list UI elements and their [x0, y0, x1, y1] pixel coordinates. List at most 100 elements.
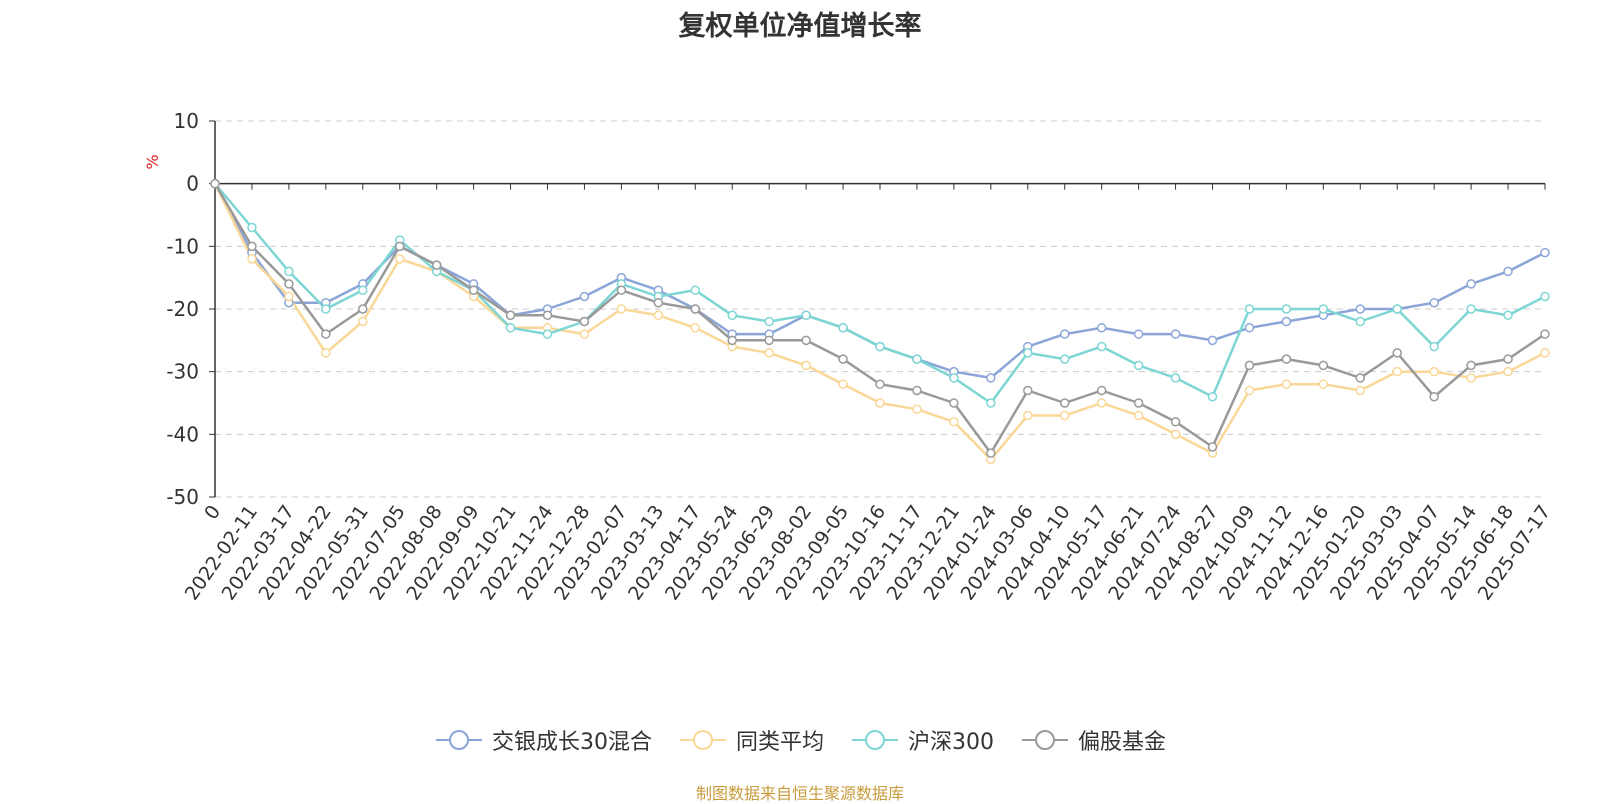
data-point-series-1	[1392, 366, 1402, 377]
data-point-series-0	[1540, 247, 1550, 258]
legend-item-0[interactable]: 交银成长30混合	[434, 724, 652, 756]
data-point-series-3	[1244, 360, 1255, 371]
data-point-series-3	[1059, 398, 1070, 408]
data-point-series-3	[1281, 354, 1292, 364]
data-point-series-2	[1244, 304, 1255, 314]
data-point-series-1	[1170, 429, 1181, 440]
data-point-series-1	[1503, 366, 1513, 377]
legend-line-circle-icon	[435, 730, 482, 750]
data-point-series-3	[247, 241, 257, 252]
data-point-series-2	[1540, 291, 1550, 302]
data-point-series-3	[616, 285, 627, 295]
data-point-series-3	[579, 316, 590, 327]
source-note: 制图数据来自恒生聚源数据库	[695, 784, 904, 803]
data-point-series-1	[875, 398, 885, 408]
data-point-series-1	[764, 348, 774, 358]
data-point-series-2	[1059, 354, 1070, 364]
data-point-series-1	[653, 310, 664, 321]
legend-item-3[interactable]: 偏股基金	[1020, 724, 1166, 756]
data-point-series-2	[986, 398, 996, 408]
chart-title: 复权单位净值增长率	[678, 11, 922, 42]
data-point-series-2	[1466, 304, 1476, 314]
data-point-series-0	[1207, 335, 1218, 346]
data-point-series-2	[690, 285, 701, 295]
data-point-series-3	[875, 379, 885, 389]
data-point-series-1	[1355, 385, 1366, 396]
data-point-series-3	[690, 304, 701, 314]
data-point-series-2	[284, 266, 294, 277]
legend-label: 交银成长30混合	[491, 730, 652, 755]
data-point-series-2	[727, 310, 737, 321]
data-point-series-3	[1466, 360, 1476, 371]
data-point-series-3	[1096, 385, 1107, 396]
data-point-series-3	[431, 260, 442, 270]
series-markers	[210, 178, 1550, 465]
y-tick-label: 10	[174, 109, 199, 133]
y-tick-label: -10	[166, 234, 199, 258]
series-lines	[213, 182, 1546, 461]
data-point-series-2	[1023, 348, 1033, 358]
data-point-series-1	[321, 348, 331, 358]
data-point-series-1	[616, 304, 627, 314]
data-point-series-1	[949, 417, 959, 427]
data-point-series-1	[1096, 398, 1107, 408]
data-point-series-3	[394, 241, 405, 252]
data-point-series-2	[358, 285, 368, 295]
line-chart: 100-10-20-30-40-50%02022-02-112022-03-17…	[143, 109, 1555, 604]
y-tick-label: -50	[166, 485, 199, 509]
data-point-series-3	[542, 310, 553, 321]
data-point-series-2	[1170, 373, 1181, 383]
legend-item-2[interactable]: 沪深300	[850, 724, 994, 756]
data-point-series-3	[1503, 354, 1513, 364]
legend: 交银成长30混合 同类平均 沪深300 偏股基金	[0, 724, 1600, 756]
data-point-series-1	[1023, 410, 1033, 421]
legend-item-1[interactable]: 同类平均	[678, 724, 824, 756]
data-point-series-3	[1318, 360, 1329, 371]
data-point-series-0	[986, 373, 996, 383]
data-point-series-2	[1207, 391, 1218, 402]
data-point-series-1	[1429, 366, 1439, 377]
legend-line-circle-icon	[1022, 730, 1068, 750]
data-point-series-0	[1503, 266, 1513, 277]
data-point-series-1	[838, 379, 848, 389]
axes: 100-10-20-30-40-50%02022-02-112022-03-17…	[143, 109, 1555, 604]
data-point-series-0	[1133, 329, 1144, 339]
y-tick-label: -30	[166, 360, 199, 384]
data-point-series-1	[912, 404, 922, 415]
data-point-series-2	[505, 323, 516, 333]
data-point-series-3	[653, 297, 664, 308]
data-point-series-3	[1540, 329, 1550, 339]
data-point-series-3	[1355, 373, 1366, 383]
data-point-series-3	[505, 310, 516, 321]
data-point-series-1	[1281, 379, 1292, 389]
data-point-series-2	[838, 323, 848, 333]
data-point-series-3	[321, 329, 331, 339]
data-point-series-3	[1170, 417, 1181, 427]
series-line-2	[214, 182, 1546, 405]
data-point-series-3	[1207, 442, 1218, 452]
data-point-series-3	[468, 285, 479, 295]
series-line-3	[213, 183, 1546, 455]
data-point-series-2	[949, 373, 959, 383]
data-point-series-1	[1059, 410, 1070, 421]
data-point-series-0	[1096, 323, 1107, 333]
data-point-series-2	[1503, 310, 1513, 321]
y-tick-label: 0	[186, 172, 199, 196]
data-point-series-3	[801, 335, 811, 346]
data-point-series-2	[1429, 341, 1439, 352]
series-line-1	[213, 183, 1546, 461]
data-point-series-1	[394, 254, 405, 264]
data-point-series-1	[1244, 385, 1255, 396]
legend-label: 偏股基金	[1078, 730, 1167, 755]
data-point-series-3	[210, 178, 220, 189]
data-point-series-0	[1466, 279, 1476, 289]
data-point-series-1	[1466, 373, 1476, 383]
data-point-series-2	[321, 304, 331, 314]
gridlines	[215, 120, 1545, 498]
data-point-series-1	[1540, 348, 1550, 358]
data-point-series-0	[579, 291, 590, 302]
data-point-series-0	[1059, 329, 1070, 339]
data-point-series-2	[801, 310, 811, 321]
data-point-series-1	[690, 323, 701, 333]
legend-label: 同类平均	[735, 730, 824, 755]
